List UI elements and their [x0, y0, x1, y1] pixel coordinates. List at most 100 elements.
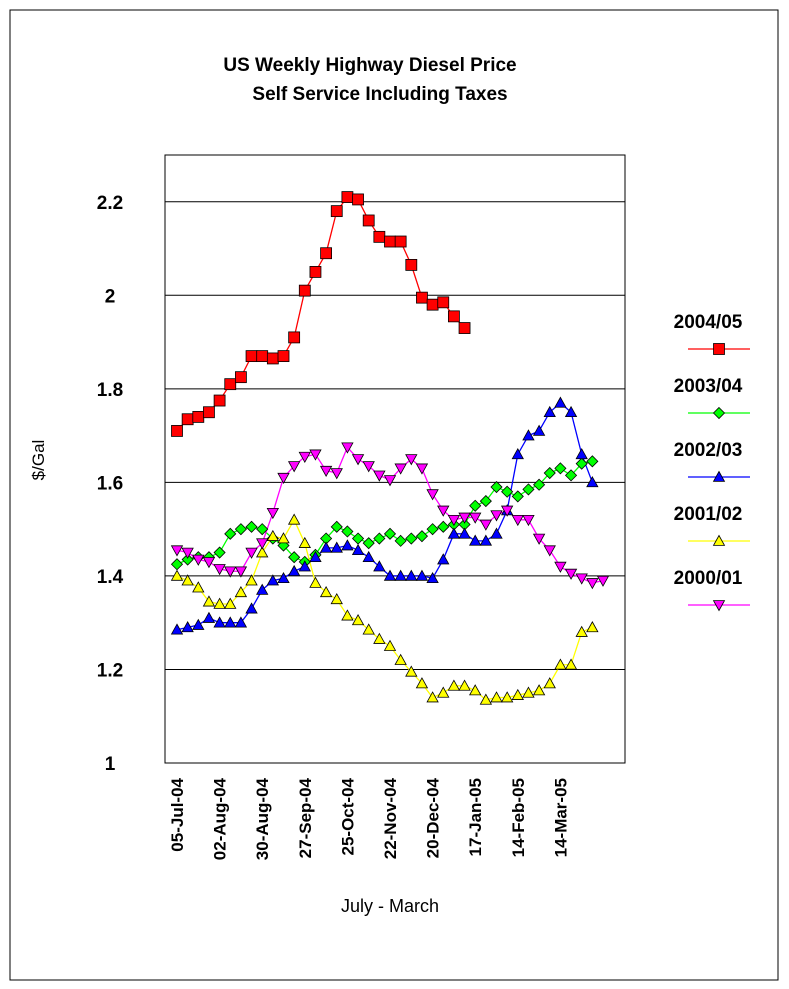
point	[469, 684, 482, 696]
point	[266, 529, 280, 541]
point	[224, 597, 237, 609]
point	[522, 686, 535, 698]
point	[415, 677, 429, 689]
point	[309, 449, 322, 461]
point	[543, 545, 556, 557]
point	[554, 561, 567, 573]
point	[394, 569, 407, 581]
point	[713, 343, 725, 355]
point	[362, 214, 375, 227]
point	[437, 553, 450, 565]
legend-label: 2001/02	[674, 504, 743, 525]
point	[234, 616, 248, 628]
chart-subtitle: Self Service Including Taxes	[252, 84, 507, 105]
series-line	[176, 460, 593, 565]
point	[330, 205, 343, 218]
point	[171, 425, 183, 437]
point	[181, 621, 194, 633]
point	[277, 532, 290, 544]
point	[564, 469, 578, 482]
point	[192, 411, 205, 423]
point	[224, 527, 237, 540]
point	[426, 523, 439, 536]
point	[415, 569, 429, 581]
point	[426, 571, 439, 584]
y-tick-label: 1.4	[97, 567, 124, 588]
y-tick-label: 2.2	[97, 193, 123, 214]
point	[341, 609, 354, 621]
point	[298, 451, 311, 463]
point	[522, 483, 535, 496]
point	[245, 350, 258, 363]
point	[437, 686, 450, 698]
point	[479, 534, 493, 546]
point	[533, 478, 546, 491]
x-tick-label: 30-Aug-04	[253, 777, 272, 860]
point	[362, 537, 375, 550]
point	[362, 550, 375, 563]
point	[586, 578, 599, 590]
point	[320, 247, 333, 260]
point	[469, 499, 482, 512]
point	[500, 505, 514, 517]
point	[575, 447, 588, 460]
point	[192, 618, 205, 630]
point	[181, 553, 194, 566]
point	[298, 560, 311, 572]
point	[351, 454, 365, 466]
point	[490, 691, 503, 703]
point	[437, 520, 450, 533]
point	[575, 457, 588, 470]
point	[319, 585, 333, 598]
plot-area	[164, 154, 626, 764]
point	[224, 566, 237, 578]
point	[266, 352, 279, 365]
point	[224, 616, 237, 628]
point	[287, 513, 301, 525]
x-axis-label: July - March	[341, 896, 439, 916]
point	[213, 394, 226, 407]
point	[351, 614, 365, 626]
point	[330, 468, 343, 480]
x-tick-label: 14-Mar-05	[551, 778, 570, 857]
y-axis-label: $/Gal	[29, 440, 48, 481]
point	[564, 658, 578, 670]
point	[564, 568, 578, 580]
point	[384, 235, 396, 248]
point	[511, 688, 524, 700]
point	[224, 378, 237, 391]
point	[298, 284, 311, 297]
point	[469, 534, 482, 546]
point	[234, 523, 247, 536]
chart-border	[9, 9, 779, 981]
point	[245, 520, 258, 533]
point	[309, 266, 322, 278]
point	[373, 560, 386, 572]
point	[543, 466, 556, 480]
point	[341, 539, 354, 551]
point	[362, 461, 375, 473]
point	[234, 585, 248, 598]
point	[383, 569, 397, 581]
x-tick-label: 22-Nov-04	[381, 777, 400, 859]
point	[202, 557, 216, 569]
point	[330, 520, 343, 533]
point	[447, 310, 460, 323]
point	[469, 512, 482, 524]
point	[341, 525, 354, 538]
point	[458, 512, 471, 524]
point	[564, 405, 578, 418]
point	[415, 463, 429, 475]
point	[532, 424, 546, 436]
point	[575, 573, 588, 585]
point	[511, 515, 524, 527]
point	[234, 371, 247, 384]
point	[437, 505, 450, 517]
point	[383, 639, 397, 651]
point	[532, 684, 546, 696]
point	[405, 569, 418, 581]
point	[245, 602, 258, 614]
point	[554, 658, 567, 670]
point	[554, 462, 567, 475]
